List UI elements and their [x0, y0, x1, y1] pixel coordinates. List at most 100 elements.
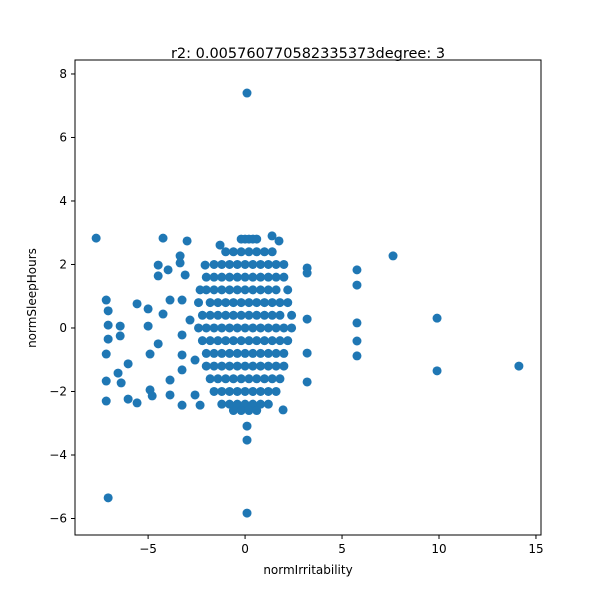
point [103, 334, 113, 344]
point [103, 306, 113, 316]
point [217, 259, 227, 269]
point [242, 435, 252, 445]
point [263, 361, 273, 371]
point [132, 299, 142, 309]
point [225, 285, 235, 295]
point [221, 336, 231, 346]
point [132, 398, 142, 408]
point [287, 323, 297, 333]
x-tick-label: 0 [241, 542, 249, 556]
point [287, 310, 297, 320]
point [228, 298, 238, 308]
point [209, 348, 219, 358]
point [248, 272, 258, 282]
point [352, 265, 362, 275]
point [236, 298, 246, 308]
point [147, 391, 157, 401]
x-tick-label: 5 [338, 542, 346, 556]
point [165, 295, 175, 305]
point [279, 323, 289, 333]
point [185, 315, 195, 325]
point [195, 400, 205, 410]
point [252, 298, 262, 308]
point [205, 310, 215, 320]
y-tick-label: −4 [49, 448, 67, 462]
point [259, 247, 269, 257]
point [259, 298, 269, 308]
point [201, 361, 211, 371]
point [177, 295, 187, 305]
point [209, 259, 219, 269]
point [256, 285, 266, 295]
point [275, 374, 285, 384]
point [271, 259, 281, 269]
point [232, 361, 242, 371]
point [271, 323, 281, 333]
point [432, 313, 442, 323]
point [256, 259, 266, 269]
point [283, 285, 293, 295]
point [200, 260, 210, 270]
point [205, 374, 215, 384]
point [256, 323, 266, 333]
point [175, 258, 185, 268]
point [283, 336, 293, 346]
point [228, 310, 238, 320]
point [228, 406, 238, 416]
point [271, 285, 281, 295]
point [116, 378, 126, 388]
point [242, 421, 252, 431]
point [209, 285, 219, 295]
point [158, 233, 168, 243]
point [194, 323, 204, 333]
point [221, 310, 231, 320]
point [217, 348, 227, 358]
point [153, 271, 163, 281]
point [153, 260, 163, 270]
point [240, 285, 250, 295]
point [232, 348, 242, 358]
point [197, 310, 207, 320]
point [302, 314, 312, 324]
point [279, 361, 289, 371]
point [248, 348, 258, 358]
point [259, 336, 269, 346]
point [228, 247, 238, 257]
point [274, 236, 284, 246]
point [221, 298, 231, 308]
point [209, 323, 219, 333]
point [201, 272, 211, 282]
point [259, 374, 269, 384]
point [115, 331, 125, 341]
point [263, 386, 273, 396]
point [232, 323, 242, 333]
point [101, 295, 111, 305]
point [302, 268, 312, 278]
point [221, 374, 231, 384]
point [263, 272, 273, 282]
point [256, 386, 266, 396]
x-axis-label: normIrritability [263, 563, 352, 577]
point [256, 361, 266, 371]
y-tick-label: 2 [59, 257, 67, 271]
point [252, 374, 262, 384]
point [267, 298, 277, 308]
point [240, 361, 250, 371]
point [225, 272, 235, 282]
point [228, 374, 238, 384]
point [283, 298, 293, 308]
point [182, 236, 192, 246]
point [242, 508, 252, 518]
point [145, 349, 155, 359]
chart-title: r2: 0.005760770582335373degree: 3 [171, 46, 445, 62]
point [158, 309, 168, 319]
point [232, 285, 242, 295]
point [165, 375, 175, 385]
point [115, 321, 125, 331]
point [248, 259, 258, 269]
point [201, 348, 211, 358]
point [91, 233, 101, 243]
point [103, 493, 113, 503]
point [163, 265, 173, 275]
point [275, 336, 285, 346]
